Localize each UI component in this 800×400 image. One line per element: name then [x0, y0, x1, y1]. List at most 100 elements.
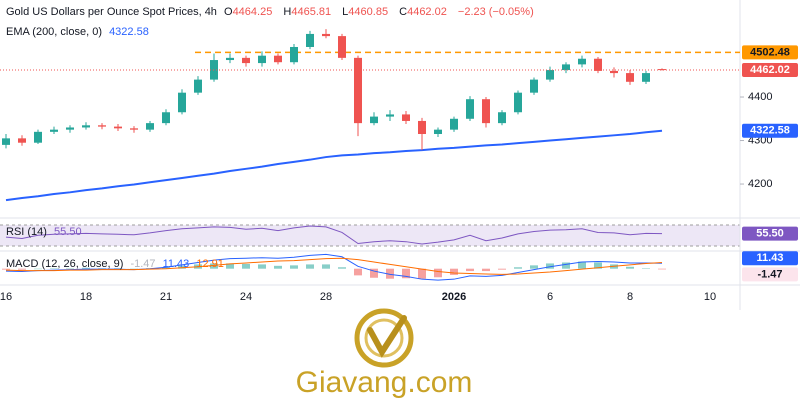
- rsi-name: RSI (14): [6, 226, 47, 238]
- x-tick-label: 10: [704, 291, 716, 303]
- ema-box: [742, 123, 798, 138]
- histogram-bar: [498, 268, 506, 270]
- histogram-bar: [210, 263, 218, 269]
- histogram-bar: [386, 268, 394, 279]
- candle-body: [370, 116, 378, 124]
- signal-line: [5, 257, 663, 275]
- watermark: Giavang.com: [296, 366, 473, 399]
- ohlc-letter: L: [342, 6, 349, 18]
- histogram-bar: [450, 268, 458, 275]
- ohlc-value: 4462.02: [407, 6, 447, 18]
- candle-body: [194, 79, 202, 93]
- histogram-bar: [658, 268, 666, 270]
- logo-ring: [354, 308, 414, 368]
- logo-inner-ring: [364, 318, 404, 358]
- candle-body: [658, 69, 666, 71]
- candle-body: [274, 55, 282, 63]
- histogram-bar: [594, 262, 602, 269]
- candle-body: [130, 128, 138, 130]
- ema-line: [5, 129, 663, 202]
- histogram-bar: [274, 265, 282, 269]
- resistance-label: 4502.48: [750, 46, 790, 58]
- candle-body: [98, 125, 106, 127]
- histogram-bar: [354, 268, 362, 276]
- histogram-bar: [466, 268, 474, 272]
- resistance-box: [742, 45, 798, 60]
- candle-body: [338, 36, 346, 58]
- header-main: Gold US Dollars per Ounce Spot Prices, 4…: [6, 6, 538, 18]
- candle-body: [626, 73, 634, 82]
- histogram-bar: [50, 268, 58, 269]
- ema-name: EMA (200, close, 0): [6, 26, 102, 38]
- logo-check: [367, 315, 407, 358]
- histogram-bar: [18, 268, 26, 270]
- ohlc-value: 4460.85: [348, 6, 389, 18]
- header-rsi: RSI (14) 55.50: [6, 226, 86, 238]
- candle-body: [402, 114, 410, 121]
- ohlc-c: C4462.02: [399, 6, 451, 18]
- y-tick-label: 4200: [748, 178, 772, 190]
- histogram-bar: [546, 263, 554, 269]
- histogram-bar: [98, 268, 106, 269]
- candle-body: [610, 70, 618, 74]
- ohlc-letter: C: [399, 6, 408, 18]
- histogram-bar: [226, 263, 234, 269]
- candle-body: [466, 99, 474, 119]
- x-tick-label: 6: [547, 291, 553, 303]
- histogram-bar: [242, 263, 250, 269]
- candle-body: [482, 99, 490, 124]
- ema-value: 4322.58: [109, 26, 149, 38]
- candle-body: [434, 129, 442, 135]
- histogram-box: [742, 267, 798, 282]
- change: −2.23 (−0.05%): [457, 6, 534, 18]
- histogram-bar: [642, 268, 650, 269]
- x-tick-label: 24: [240, 291, 252, 303]
- candle-body: [450, 118, 458, 130]
- candle-body: [146, 123, 154, 130]
- candle-body: [514, 92, 522, 113]
- current-price-label: 4462.02: [750, 64, 790, 76]
- title: Gold US Dollars per Ounce Spot Prices, 4…: [6, 6, 217, 18]
- histogram-bar: [114, 268, 122, 269]
- candle-body: [66, 127, 74, 130]
- macd-value: 11.43: [162, 258, 190, 270]
- header-macd: MACD (12, 26, close, 9) -1.47 11.43 12.9…: [6, 258, 228, 270]
- macd-box: [742, 251, 798, 266]
- histogram-bar: [162, 267, 170, 269]
- header-ema: EMA (200, close, 0) 4322.58: [6, 26, 153, 38]
- histogram-bar: [418, 268, 426, 279]
- x-tick-label: 8: [627, 291, 633, 303]
- candle-body: [322, 33, 330, 37]
- ohlc-value: 4465.81: [291, 6, 332, 18]
- x-tick-label: 18: [80, 291, 92, 303]
- candle-body: [498, 112, 506, 124]
- candle-body: [34, 131, 42, 143]
- x-tick-label: 16: [0, 291, 12, 303]
- histogram-bar: [2, 268, 10, 270]
- candle-body: [18, 138, 26, 143]
- histogram-bar: [290, 265, 298, 269]
- macd-label: 11.43: [757, 252, 784, 264]
- candle-body: [2, 138, 10, 145]
- histogram-bar: [34, 268, 42, 270]
- histogram-bar: [370, 268, 378, 278]
- histogram-bar: [338, 267, 346, 269]
- histogram-bar: [66, 268, 74, 269]
- candle-body: [546, 70, 554, 80]
- x-tick-label: 28: [320, 291, 332, 303]
- histogram-bar: [514, 267, 522, 269]
- signal-value: 12.91: [196, 258, 224, 270]
- candle-body: [386, 114, 394, 117]
- candle-body: [594, 58, 602, 71]
- ohlc-letter: O: [224, 6, 233, 18]
- rsi-value: 55.50: [54, 226, 82, 238]
- candle-body: [226, 57, 234, 61]
- candle-body: [578, 58, 586, 65]
- histogram-bar: [578, 261, 586, 269]
- candle-body: [530, 79, 538, 93]
- candle-body: [114, 126, 122, 129]
- candle-body: [82, 125, 90, 128]
- candle-body: [354, 57, 362, 124]
